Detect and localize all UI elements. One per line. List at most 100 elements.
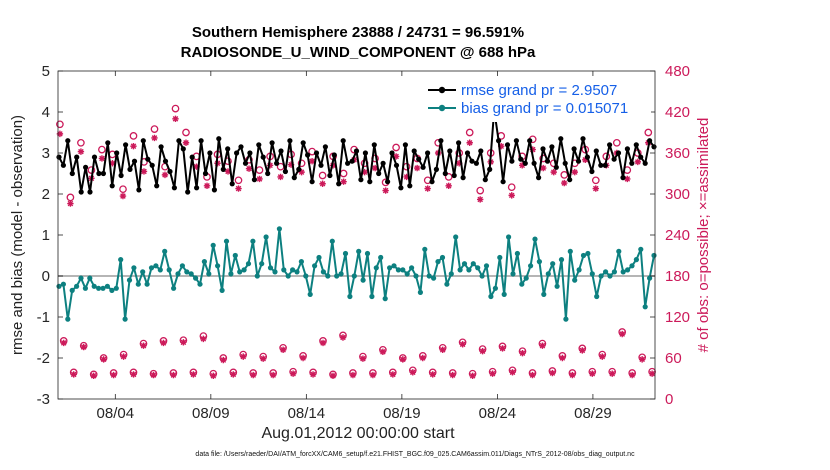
rmse-point [185, 189, 191, 195]
obs-possible-marker [66, 193, 75, 202]
bias-point [554, 283, 560, 289]
rmse-point [274, 160, 280, 166]
rmse-point [118, 172, 124, 179]
obs-assimilated-marker [67, 200, 74, 207]
rmse-point [647, 138, 653, 144]
bias-point [232, 252, 238, 259]
obs-possible-marker [56, 120, 64, 129]
bias-point [188, 271, 194, 277]
obs-possible-marker [591, 176, 600, 185]
rmse-point [65, 138, 71, 144]
data-file-footnote: data file: /Users/raeder/DAI/ATM_forcXX/… [195, 451, 635, 458]
rmse-point [464, 150, 471, 156]
rmse-point [460, 175, 466, 181]
rmse-point [522, 160, 528, 166]
bias-point [193, 275, 199, 281]
x-axis-tick-label: 08/29 [574, 405, 612, 422]
rmse-point [158, 144, 164, 150]
rmse-point [114, 150, 120, 156]
obs-possible-marker [234, 176, 243, 185]
rmse-point [451, 172, 457, 179]
x-axis-tick-label: 08/14 [288, 405, 326, 422]
left-axis-tick-label: -2 [37, 350, 50, 367]
rmse-point [433, 166, 439, 172]
rmse-point [496, 138, 502, 144]
obs-assimilated-marker [329, 372, 337, 379]
bias-point [285, 273, 291, 279]
right-axis-tick-label: 300 [665, 186, 690, 203]
obs-assimilated-marker [210, 372, 217, 379]
obs-assimilated-marker [289, 370, 297, 377]
obs-assimilated-marker [529, 371, 536, 379]
bias-point [651, 252, 657, 259]
bias-point [316, 254, 322, 261]
bias-point [290, 267, 296, 273]
bias-point [100, 285, 106, 291]
obs-assimilated-marker [245, 165, 253, 172]
bias-point [267, 265, 274, 271]
obs-assimilated-marker [638, 356, 646, 363]
bias-point [201, 259, 207, 265]
rmse-point [305, 152, 311, 158]
bias-point [475, 265, 481, 271]
rmse-point [220, 166, 226, 172]
rmse-point [247, 150, 253, 156]
obs-possible-marker [476, 186, 485, 195]
right-axis-tick-label: 120 [665, 309, 690, 326]
bias-point [378, 254, 384, 261]
obs-possible-marker [507, 183, 516, 192]
bias-point [113, 285, 119, 291]
obs-assimilated-marker [369, 371, 377, 379]
bias-point [431, 275, 437, 281]
bias-point [585, 250, 591, 257]
obs-assimilated-marker [193, 163, 200, 170]
obs-assimilated-marker [529, 146, 536, 153]
bias-point [126, 277, 133, 283]
bias-point [523, 275, 529, 281]
rmse-point [131, 158, 138, 164]
rmse-point [56, 154, 62, 160]
bias-point [241, 267, 247, 273]
rmse-point [136, 187, 142, 193]
rmse-point [353, 148, 360, 154]
obs-possible-marker [129, 132, 138, 140]
bias-point [228, 271, 234, 277]
rmse-point [96, 170, 102, 177]
obs-assimilated-marker [582, 156, 589, 164]
obs-assimilated-marker [308, 158, 316, 165]
rmse-point [607, 142, 613, 148]
rmse-point [211, 187, 217, 193]
obs-assimilated-marker [287, 161, 295, 168]
rmse-point [487, 166, 493, 172]
bias-point [245, 261, 252, 267]
x-axis-tick-label: 08/09 [192, 405, 230, 422]
bias-point [510, 271, 516, 277]
rmse-point [202, 170, 209, 177]
bias-point [611, 269, 618, 275]
obs-assimilated-marker [569, 371, 576, 379]
bias-point [329, 238, 335, 244]
rmse-point [105, 140, 111, 146]
left-axis-tick-label: -1 [37, 309, 50, 326]
rmse-point [482, 177, 488, 183]
obs-possible-marker [77, 138, 85, 147]
obs-assimilated-marker [172, 115, 179, 123]
obs-assimilated-marker [151, 134, 158, 142]
bias-point [426, 273, 432, 279]
obs-assimilated-marker [540, 164, 547, 172]
bias-point [351, 273, 357, 279]
obs-assimilated-marker [592, 185, 599, 192]
bias-point [179, 263, 185, 269]
rmse-point [145, 156, 151, 162]
bias-point [492, 285, 498, 291]
obs-assimilated-marker [424, 185, 431, 192]
bias-point [625, 267, 631, 273]
bias-point [519, 281, 525, 287]
rmse-point [504, 142, 511, 148]
obs-assimilated-marker [439, 346, 446, 353]
bias-point [356, 248, 362, 254]
rmse-point [478, 148, 484, 154]
rmse-point [549, 144, 555, 150]
rmse-point [194, 185, 200, 191]
bias-point [514, 250, 521, 257]
